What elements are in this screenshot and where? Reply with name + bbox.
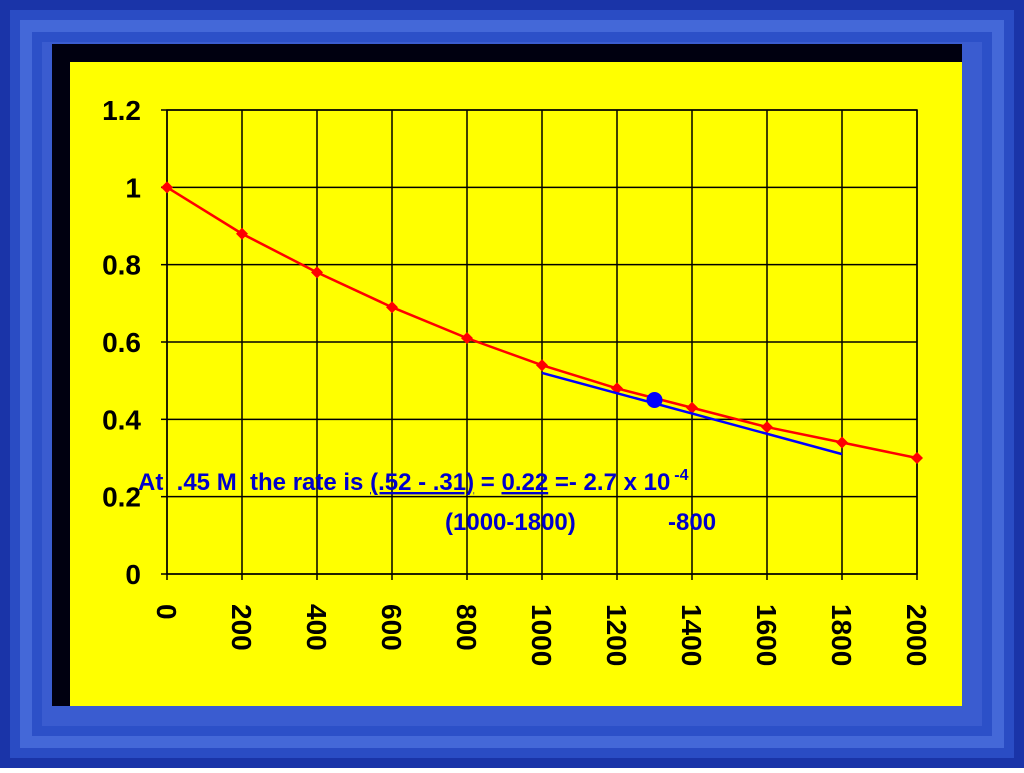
annotation-exponent: -4 xyxy=(674,467,688,484)
annotation-quotient: 0.22 xyxy=(501,469,548,496)
x-tick-label: 1000 xyxy=(526,604,557,666)
annotation-denominator2: -800 xyxy=(668,509,716,536)
plot-area: 0 0.2 0.4 0.6 0.8 1 1.2 0 200 400 600 800 1000 1200 14… xyxy=(102,95,932,666)
data-marker xyxy=(686,401,698,414)
y-tick-label: 1.2 xyxy=(102,95,141,126)
annotation-equals: = xyxy=(474,469,501,496)
annotation-result: =- 2.7 x 10 xyxy=(548,469,670,496)
chart-panel xyxy=(70,62,962,706)
x-tick-label: 200 xyxy=(226,604,257,651)
y-tick-label: 0.4 xyxy=(102,404,141,435)
y-tick-label: 0.8 xyxy=(102,250,141,281)
annotation-numerator: (.52 - .31) xyxy=(370,469,474,496)
x-tick-label: 1400 xyxy=(676,604,707,666)
annotation-line1: At .45 M the rate is (.52 - .31) = 0.22 … xyxy=(138,467,689,496)
data-marker xyxy=(911,452,923,464)
tangent-point xyxy=(646,392,663,408)
x-tick-label: 800 xyxy=(451,604,482,651)
y-tick-label: 0.6 xyxy=(102,327,141,358)
plot-border xyxy=(166,109,918,575)
x-tick-label: 2000 xyxy=(901,604,932,666)
x-tick-label: 1800 xyxy=(826,604,857,666)
data-marker xyxy=(311,266,323,279)
x-tick-label: 1200 xyxy=(601,604,632,666)
annotation-prefix: At .45 M the rate is xyxy=(138,469,370,496)
data-marker xyxy=(761,421,773,434)
x-tick-label: 400 xyxy=(301,604,332,651)
tangent-line xyxy=(541,371,843,456)
annotation-denominator: (1000-1800) xyxy=(445,509,576,536)
y-tick-label: 0 xyxy=(125,559,141,590)
y-tick-label: 1 xyxy=(125,172,141,203)
x-tick-label: 1600 xyxy=(751,604,782,666)
x-tick-label: 600 xyxy=(376,604,407,651)
data-marker xyxy=(161,181,173,194)
x-tick-label: 0 xyxy=(151,604,182,620)
data-marker xyxy=(461,332,473,345)
data-marker xyxy=(536,359,548,372)
y-tick-label: 0.2 xyxy=(102,482,141,513)
data-marker xyxy=(386,301,398,314)
data-marker xyxy=(236,227,248,240)
data-marker xyxy=(836,436,848,449)
